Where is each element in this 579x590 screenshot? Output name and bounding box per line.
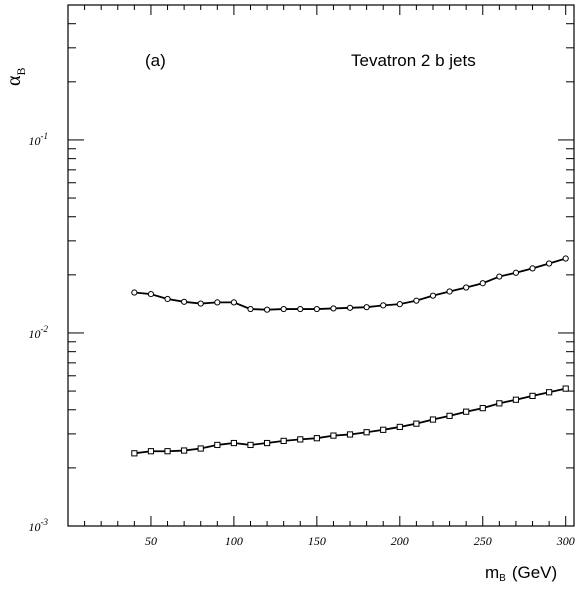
axis-ticks: 50 100 150 200 250 300 10-3 10-2 10-1 — [29, 4, 575, 548]
data-point-square — [479, 405, 486, 412]
data-point-square — [446, 412, 453, 419]
data-point-circle — [413, 297, 420, 304]
x-tick-label: 100 — [225, 534, 243, 548]
x-tick-label: 50 — [145, 534, 157, 548]
data-point-circle — [164, 295, 171, 303]
x-axis-label: mB (GeV) — [485, 563, 557, 584]
y-axis-label: αB — [3, 68, 28, 87]
data-point-square — [496, 400, 503, 407]
data-point-circle — [479, 280, 486, 287]
data-point-circle — [131, 289, 138, 296]
data-point-square — [280, 437, 287, 444]
x-tick-label: 300 — [556, 534, 575, 548]
panel-label: (a) — [145, 51, 166, 70]
data-point-circle — [214, 299, 221, 306]
data-point-square — [429, 416, 437, 423]
data-point-square — [396, 423, 403, 431]
data-point-circle — [313, 305, 320, 313]
data-point-circle — [512, 269, 520, 276]
data-point-square — [529, 392, 536, 400]
data-point-circle — [446, 288, 453, 295]
x-tick-label: 250 — [474, 534, 492, 548]
data-point-circle — [529, 265, 536, 272]
data-point-square — [512, 396, 520, 403]
data-point-circle — [263, 306, 271, 313]
data-point-circle — [181, 298, 188, 305]
y-tick-label: 10-3 — [29, 517, 49, 534]
plot-frame — [67, 4, 575, 527]
data-point-square — [230, 439, 238, 447]
data-point-square — [131, 450, 138, 457]
data-point-circle — [330, 305, 337, 312]
data-point-square — [263, 439, 271, 447]
data-point-circle — [230, 299, 238, 306]
data-point-circle — [396, 301, 403, 308]
data-point-circle — [346, 304, 354, 311]
data-point-circle — [562, 255, 569, 262]
x-tick-label: 150 — [308, 534, 326, 548]
data-point-square — [247, 441, 254, 449]
data-point-square — [330, 432, 337, 439]
data-point-square — [164, 448, 171, 455]
data-point-square — [346, 431, 354, 438]
data-point-circle — [197, 300, 204, 307]
data-point-circle — [297, 305, 304, 313]
data-point-circle — [429, 292, 437, 299]
data-point-square — [313, 435, 320, 442]
x-tick-label: 200 — [391, 534, 409, 548]
series-group — [131, 255, 569, 457]
data-point-square — [562, 385, 569, 392]
annotation-text: Tevatron 2 b jets — [351, 51, 476, 70]
data-point-square — [363, 429, 370, 436]
data-point-circle — [380, 302, 387, 309]
data-point-circle — [546, 260, 553, 267]
data-point-square — [380, 426, 387, 433]
data-point-circle — [280, 305, 287, 313]
data-point-square — [147, 448, 155, 455]
data-point-circle — [147, 290, 155, 298]
data-point-square — [181, 447, 188, 454]
data-point-square — [546, 389, 553, 396]
data-point-circle — [363, 304, 370, 311]
data-point-square — [413, 420, 420, 427]
data-point-square — [297, 436, 304, 443]
data-point-circle — [463, 284, 470, 291]
series-line-square — [134, 387, 566, 455]
data-point-circle — [247, 305, 254, 313]
data-point-square — [214, 441, 221, 449]
y-tick-label: 10-1 — [29, 131, 49, 148]
y-tick-label: 10-2 — [29, 324, 49, 341]
data-point-square — [463, 408, 470, 415]
data-point-circle — [496, 273, 503, 280]
data-point-square — [197, 445, 204, 452]
